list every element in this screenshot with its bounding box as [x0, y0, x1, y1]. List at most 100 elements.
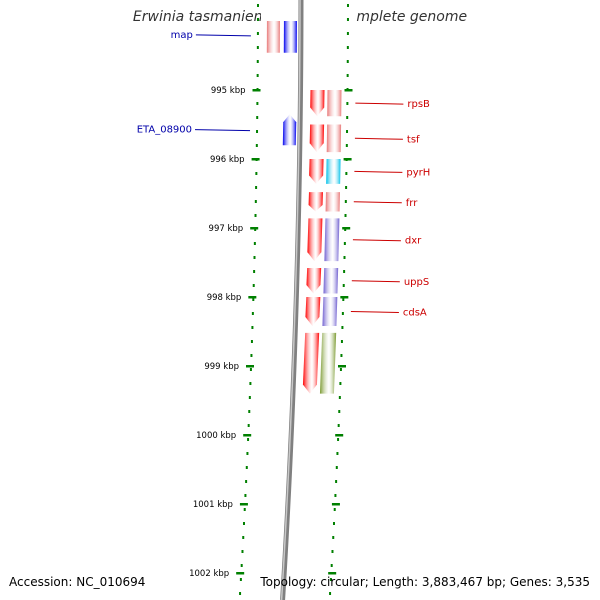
scale-dot	[341, 326, 344, 329]
scale-dot	[247, 424, 250, 427]
cog-box-uppS	[323, 268, 339, 294]
label-leader	[195, 129, 251, 132]
backbone-highlight	[280, 0, 301, 600]
scale-dot	[254, 200, 257, 203]
scale-dot	[247, 438, 250, 441]
scale-dot	[346, 130, 349, 133]
scale-dot	[340, 340, 343, 343]
scale-dot	[338, 396, 341, 399]
scale-dot	[256, 130, 259, 133]
scale-tick	[250, 227, 259, 230]
scale-dot	[256, 46, 259, 49]
scale-dot	[250, 340, 253, 343]
topology-text: Topology: circular; Length: 3,883,467 bp…	[260, 575, 590, 589]
scale-dot	[336, 452, 339, 455]
scale-dot	[256, 18, 259, 21]
cds-arrow-pyrH	[309, 159, 324, 184]
scale-dot	[251, 312, 254, 315]
scale-tick	[236, 572, 245, 575]
scale-tick	[328, 572, 337, 575]
scale-dot	[255, 144, 258, 147]
scale-dot	[343, 242, 346, 245]
gene-arrow-map	[283, 21, 297, 53]
scale-dot	[346, 32, 349, 35]
scale-tick	[248, 296, 257, 299]
scale-tick	[344, 89, 353, 92]
gene-label-map: map	[171, 30, 193, 41]
scale-dot	[256, 116, 259, 119]
scale-dot	[242, 522, 245, 525]
scale-dot	[250, 354, 253, 357]
scale-dot	[256, 102, 259, 105]
scale-dot	[244, 494, 247, 497]
cds-arrow-cdsA	[305, 297, 321, 326]
scale-dot	[246, 452, 249, 455]
scale-dot	[338, 410, 341, 413]
scale-dot	[337, 438, 340, 441]
label-leader	[354, 170, 403, 173]
genes-layer	[266, 21, 342, 394]
label-leader	[355, 102, 404, 105]
scale-tick	[331, 503, 340, 506]
backbone-line	[280, 0, 304, 600]
scale-dot	[345, 144, 348, 147]
scale-tick	[239, 503, 248, 506]
scale-tick-label: 1002 kbp	[189, 569, 229, 579]
scale-dot	[256, 32, 259, 35]
scale-tick	[243, 434, 252, 437]
scale-dot	[339, 368, 342, 371]
label-leader	[352, 239, 401, 242]
scale-dot	[344, 214, 347, 217]
genome-backbone	[280, 0, 304, 600]
scale-dot	[343, 256, 346, 259]
cog-box-gene	[319, 332, 337, 394]
scale-dot	[242, 536, 245, 539]
scale-dot	[346, 46, 349, 49]
scale-tick	[342, 227, 351, 230]
cog-box-dxr	[324, 218, 340, 262]
gene-labels-layer: rpsB tsf pyrH frr dxr uppS cdsA map ETA_08900	[137, 30, 431, 319]
scale-dot	[345, 172, 348, 175]
scale-dot	[333, 508, 336, 511]
scale-dot	[344, 200, 347, 203]
scale-dot	[243, 508, 246, 511]
cds-arrow-rpsB	[310, 90, 325, 117]
scale-dot	[239, 578, 242, 581]
scale-dot	[346, 116, 349, 119]
scale-dot	[256, 74, 259, 77]
scale-tick-label: 996 kbp	[210, 155, 245, 165]
scale-tick	[343, 158, 352, 161]
scale-dot	[249, 382, 252, 385]
scale-tick-label: 999 kbp	[204, 362, 239, 372]
cog-box-cdsA	[322, 297, 338, 326]
scale-dot	[334, 494, 337, 497]
cog-box-tsf	[326, 124, 342, 153]
scale-dot	[252, 284, 255, 287]
scale-dot	[239, 592, 242, 595]
scale-dot	[341, 312, 344, 315]
cog-box-frr	[325, 192, 340, 212]
scale-dot	[245, 466, 248, 469]
gene-label-ETA_08900: ETA_08900	[137, 125, 192, 136]
scale-dot	[254, 214, 257, 217]
cds-arrow-frr	[308, 192, 323, 212]
scale-tick-label: 1001 kbp	[193, 500, 233, 510]
scale-dot	[256, 60, 259, 63]
scale-tick	[252, 89, 261, 92]
scale-tick	[335, 434, 344, 437]
scale-dot	[346, 18, 349, 21]
cog-box-map	[266, 21, 280, 53]
scale-dot	[345, 186, 348, 189]
scale-dot	[342, 284, 345, 287]
cog-box-rpsB	[327, 90, 342, 117]
cog-box-pyrH	[326, 159, 341, 184]
gene-label-pyrH: pyrH	[406, 167, 430, 178]
label-leader	[350, 310, 399, 313]
gene-arrow-ETA_08900	[282, 114, 297, 146]
scale-dot	[255, 172, 258, 175]
scale-dot	[255, 186, 258, 189]
scale-tick-label: 1000 kbp	[196, 431, 236, 441]
scale-tick-label: 997 kbp	[209, 224, 244, 234]
scale-dot	[241, 550, 244, 553]
